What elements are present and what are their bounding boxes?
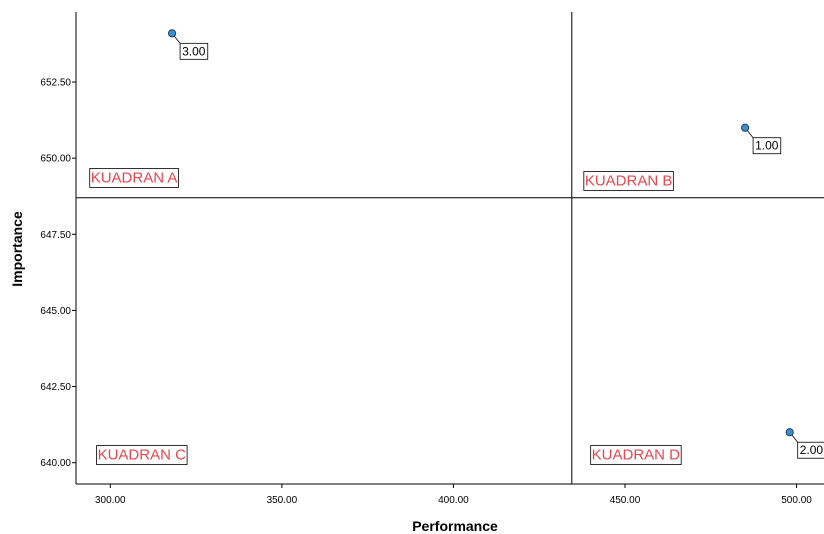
x-tick-label: 450.00: [610, 495, 641, 506]
y-tick-label: 645.00: [40, 306, 71, 317]
quadrant-label-box: [583, 171, 674, 191]
quadrant-label-box: [96, 445, 188, 465]
quadrant-label-box: [89, 168, 179, 188]
x-axis-ticks: 300.00 350.00 400.00 450.00 500.00: [95, 484, 812, 506]
y-axis-title: Importance: [9, 211, 25, 287]
y-axis-ticks: 640.00 642.50 645.00 647.50 650.00 652.50: [40, 78, 76, 469]
quadrant-label: KUADRAN D: [592, 447, 681, 464]
x-tick-label: 400.00: [438, 495, 469, 506]
y-tick-label: 642.50: [40, 382, 71, 393]
quadrant-label: KUADRAN B: [585, 172, 673, 189]
quadrant-label: KUADRAN A: [91, 169, 178, 186]
y-tick-label: 652.50: [40, 78, 71, 89]
x-tick-label: 300.00: [95, 495, 126, 506]
point-label: 3.00: [182, 44, 206, 58]
point-label-box: [179, 42, 209, 60]
point-label-box: [752, 137, 782, 155]
data-points: 3.00 1.00 2.00: [167, 29, 824, 459]
y-tick-label: 650.00: [40, 154, 71, 165]
x-tick-label: 500.00: [781, 495, 812, 506]
data-point: [785, 428, 794, 437]
x-tick-label: 350.00: [267, 495, 298, 506]
y-tick-label: 647.50: [40, 230, 71, 241]
x-axis-title: Performance: [412, 518, 498, 534]
point-label: 2.00: [800, 443, 824, 457]
point-label-box: [797, 441, 824, 459]
data-point: [167, 29, 177, 38]
reference-lines: [76, 12, 824, 484]
y-tick-label: 640.00: [40, 458, 71, 469]
quadrant-label-box: [590, 445, 682, 465]
quadrant-labels: KUADRAN A KUADRAN B KUADRAN C KUADRAN D: [89, 168, 682, 465]
data-point: [740, 123, 750, 132]
quadrant-label: KUADRAN C: [98, 447, 187, 464]
plot-frame: [75, 12, 824, 485]
point-label: 1.00: [755, 139, 779, 153]
